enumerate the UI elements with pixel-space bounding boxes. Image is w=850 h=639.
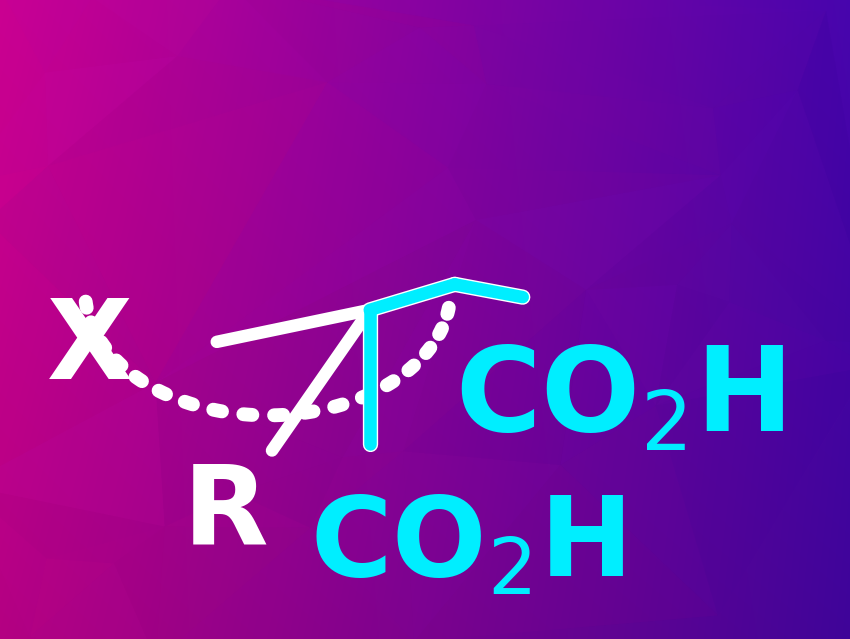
Polygon shape <box>560 290 655 465</box>
Polygon shape <box>476 175 721 290</box>
Polygon shape <box>310 451 414 639</box>
Polygon shape <box>30 558 114 636</box>
Polygon shape <box>486 84 721 175</box>
Text: X: X <box>47 295 132 402</box>
Polygon shape <box>156 82 448 383</box>
Polygon shape <box>403 451 560 639</box>
Text: CO$_2$H: CO$_2$H <box>455 342 785 457</box>
Polygon shape <box>403 290 586 465</box>
Polygon shape <box>0 221 156 485</box>
Polygon shape <box>473 11 826 108</box>
Text: R: R <box>183 461 268 568</box>
Polygon shape <box>655 367 850 615</box>
Polygon shape <box>30 564 156 639</box>
Polygon shape <box>713 11 826 108</box>
Polygon shape <box>403 220 586 451</box>
Polygon shape <box>721 90 798 224</box>
Polygon shape <box>826 341 850 367</box>
Polygon shape <box>0 485 165 558</box>
Polygon shape <box>798 11 850 343</box>
Polygon shape <box>230 0 826 26</box>
Polygon shape <box>414 465 718 639</box>
Polygon shape <box>586 224 732 290</box>
Polygon shape <box>448 84 721 175</box>
Polygon shape <box>48 56 327 166</box>
Polygon shape <box>156 528 414 639</box>
Polygon shape <box>677 224 732 302</box>
Polygon shape <box>156 383 235 527</box>
Polygon shape <box>586 285 677 406</box>
Text: CO$_2$H: CO$_2$H <box>310 493 625 600</box>
Polygon shape <box>156 527 310 639</box>
Polygon shape <box>1 0 92 73</box>
Polygon shape <box>0 485 47 636</box>
Polygon shape <box>655 285 729 406</box>
Polygon shape <box>655 302 826 406</box>
Polygon shape <box>327 82 486 167</box>
Polygon shape <box>586 175 732 290</box>
Polygon shape <box>420 26 486 84</box>
Polygon shape <box>156 167 476 383</box>
Polygon shape <box>178 0 327 82</box>
Polygon shape <box>0 166 48 221</box>
Polygon shape <box>45 56 178 166</box>
Polygon shape <box>230 0 473 27</box>
Polygon shape <box>165 493 310 528</box>
Polygon shape <box>230 0 420 82</box>
Polygon shape <box>156 220 476 458</box>
Polygon shape <box>47 527 165 564</box>
Polygon shape <box>92 0 230 56</box>
Polygon shape <box>310 451 403 528</box>
Polygon shape <box>713 90 798 175</box>
Polygon shape <box>0 73 48 183</box>
Polygon shape <box>655 341 850 406</box>
Polygon shape <box>327 27 486 84</box>
Polygon shape <box>45 0 178 73</box>
Polygon shape <box>156 383 343 493</box>
Polygon shape <box>732 90 850 343</box>
Polygon shape <box>729 224 826 341</box>
Polygon shape <box>473 26 713 108</box>
Polygon shape <box>0 383 165 527</box>
Polygon shape <box>48 82 327 383</box>
Polygon shape <box>235 458 343 528</box>
Polygon shape <box>0 0 45 183</box>
Polygon shape <box>0 166 156 383</box>
Polygon shape <box>114 527 165 639</box>
Polygon shape <box>343 220 476 458</box>
Polygon shape <box>560 406 718 615</box>
Polygon shape <box>718 343 850 615</box>
Polygon shape <box>448 167 721 220</box>
